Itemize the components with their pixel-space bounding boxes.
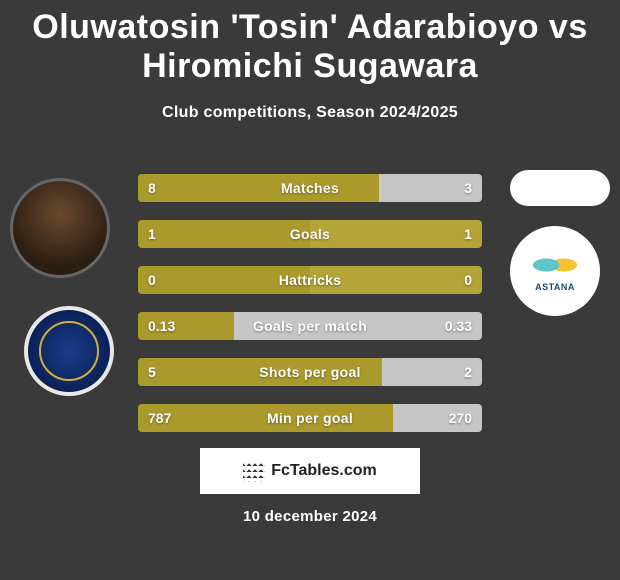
stat-value-right: 2	[454, 358, 482, 386]
stat-row: Goals1 1	[138, 220, 482, 248]
brand-text: FcTables.com	[271, 462, 377, 480]
stat-label: Goals	[138, 220, 482, 248]
stat-row: Shots per goal5 2	[138, 358, 482, 386]
comparison-title: Oluwatosin 'Tosin' Adarabioyo vs Hiromic…	[0, 0, 620, 86]
stat-label: Goals per match	[138, 312, 482, 340]
stat-label: Matches	[138, 174, 482, 202]
stat-value-left: 0.13	[138, 312, 185, 340]
player1-avatar	[10, 178, 110, 278]
stat-value-left: 5	[138, 358, 166, 386]
stat-label: Shots per goal	[138, 358, 482, 386]
fctables-logo-icon	[243, 460, 265, 482]
stat-value-right: 270	[439, 404, 482, 432]
stat-value-left: 0	[138, 266, 166, 294]
stat-value-right: 0	[454, 266, 482, 294]
stat-value-left: 8	[138, 174, 166, 202]
stat-row: Goals per match0.13 0.33	[138, 312, 482, 340]
stat-row: Matches8 3	[138, 174, 482, 202]
stat-value-left: 787	[138, 404, 181, 432]
stat-row: Min per goal787 270	[138, 404, 482, 432]
stat-value-right: 3	[454, 174, 482, 202]
date-text: 10 december 2024	[0, 508, 620, 525]
player1-club-badge	[24, 306, 114, 396]
brand-box: FcTables.com	[200, 448, 420, 494]
stat-value-left: 1	[138, 220, 166, 248]
player2-avatar	[510, 170, 610, 206]
astana-swirl-icon	[533, 250, 577, 280]
astana-label: ASTANA	[535, 282, 575, 292]
stat-value-right: 0.33	[435, 312, 482, 340]
stat-label: Min per goal	[138, 404, 482, 432]
stat-label: Hattricks	[138, 266, 482, 294]
stat-row: Hattricks0 0	[138, 266, 482, 294]
stat-value-right: 1	[454, 220, 482, 248]
player2-club-badge: ASTANA	[510, 226, 600, 316]
comparison-subtitle: Club competitions, Season 2024/2025	[0, 104, 620, 122]
comparison-bars: Matches8 3 Goals1 1 Hattricks0 0 Goals per mat…	[138, 174, 482, 450]
